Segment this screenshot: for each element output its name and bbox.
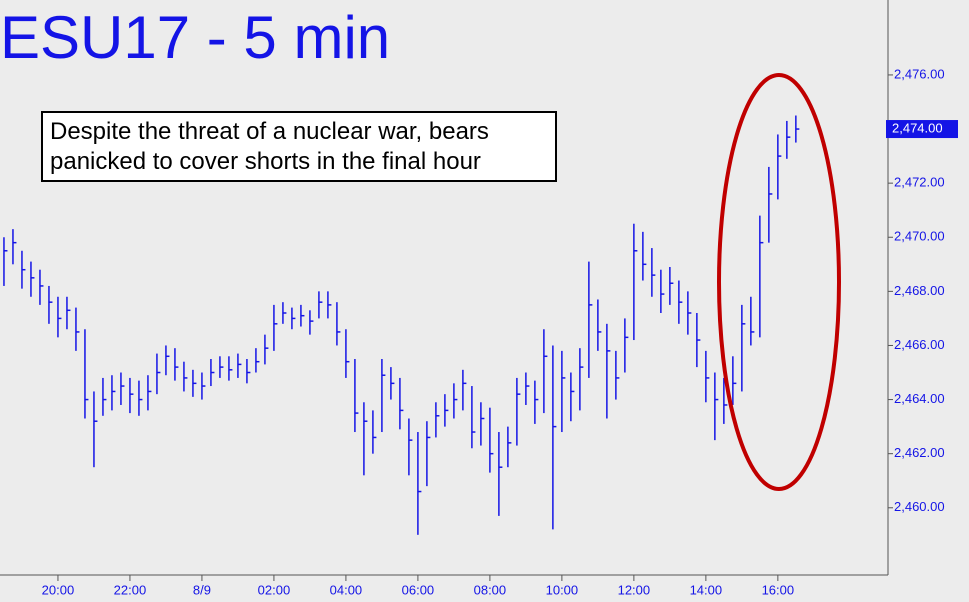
last-price-label: 2,474.00	[892, 120, 943, 135]
price-bars	[3, 115, 800, 535]
y-tick-label: 2,470.00	[894, 229, 945, 244]
annotation-line: Despite the threat of a nuclear war, bea…	[50, 118, 489, 145]
highlight-ellipse	[717, 73, 841, 491]
y-tick-label: 2,468.00	[894, 283, 945, 298]
annotation-line: panicked to cover shorts in the final ho…	[50, 148, 481, 175]
x-tick-label: 16:00	[762, 582, 795, 597]
y-tick-label: 2,476.00	[894, 66, 945, 81]
x-tick-label: 22:00	[114, 582, 147, 597]
x-tick-label: 8/9	[193, 582, 211, 597]
y-tick-label: 2,472.00	[894, 175, 945, 190]
x-tick-label: 02:00	[258, 582, 291, 597]
y-tick-label: 2,464.00	[894, 391, 945, 406]
x-tick-label: 04:00	[330, 582, 363, 597]
x-tick-label: 12:00	[618, 582, 651, 597]
y-tick-label: 2,462.00	[894, 445, 945, 460]
x-tick-label: 06:00	[402, 582, 435, 597]
annotation-box	[41, 111, 557, 182]
y-tick-label: 2,460.00	[894, 499, 945, 514]
x-tick-label: 14:00	[690, 582, 723, 597]
chart-title: ESU17 - 5 min	[0, 4, 390, 71]
x-tick-label: 10:00	[546, 582, 579, 597]
last-price-box	[886, 120, 958, 139]
x-tick-label: 20:00	[42, 582, 75, 597]
x-tick-label: 08:00	[474, 582, 507, 597]
y-tick-label: 2,466.00	[894, 337, 945, 352]
